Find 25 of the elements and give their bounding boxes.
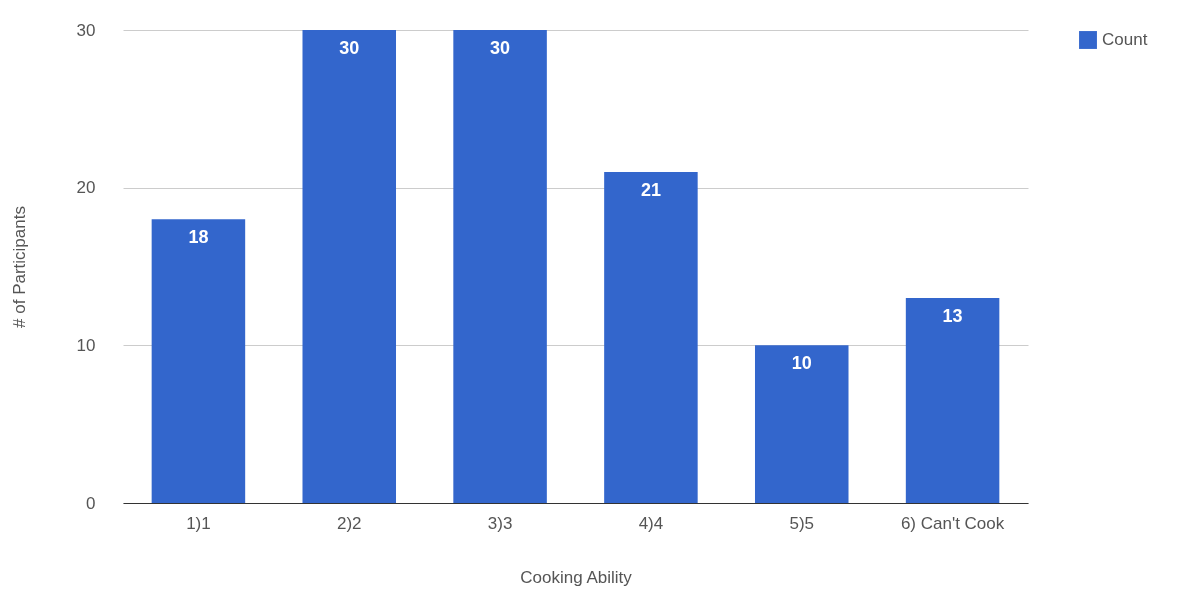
data-label: 18	[188, 227, 209, 248]
y-tick-label: 0	[86, 493, 96, 513]
bar	[754, 345, 849, 503]
x-tick-label: 1)1	[186, 513, 211, 533]
bar	[604, 171, 698, 503]
x-tick-label: 6) Can't Cook	[900, 513, 1005, 533]
x-tick-label: 2)2	[336, 513, 362, 533]
y-tick-label: 10	[76, 335, 96, 355]
bar	[453, 30, 547, 503]
bar	[151, 219, 246, 503]
x-tick-label: 3)3	[487, 513, 513, 533]
data-label: 30	[339, 38, 360, 58]
data-label: 10	[791, 353, 812, 374]
legend-label: Count	[1102, 30, 1148, 49]
data-label: 21	[640, 179, 661, 200]
data-label: 13	[942, 306, 963, 327]
y-axis-title: # of Participants	[9, 206, 29, 328]
x-tick-label: 5)5	[789, 513, 815, 533]
y-tick-label: 30	[76, 20, 96, 40]
bar	[905, 298, 1000, 503]
x-axis-title: Cooking Ability	[520, 567, 633, 587]
bar	[302, 30, 397, 503]
data-label: 30	[490, 38, 511, 58]
y-tick-label: 20	[76, 178, 96, 198]
x-tick-label: 4)4	[638, 513, 664, 533]
